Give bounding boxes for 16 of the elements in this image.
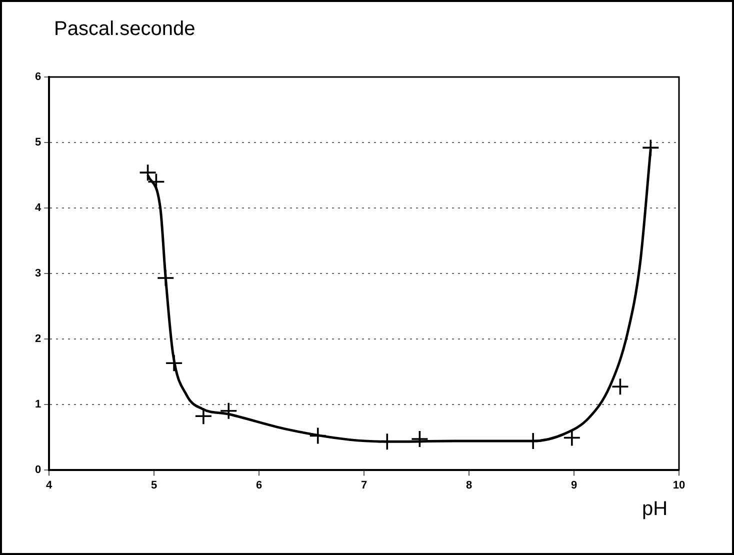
y-axis-title: Pascal.seconde [54,18,196,41]
y-tick-label: 6 [34,71,42,84]
x-tick-label: 4 [46,479,54,492]
x-axis-title: pH [642,498,668,521]
y-tick-label: 0 [34,464,42,476]
y-tick-label: 3 [34,267,42,280]
x-tick-label: 5 [151,479,158,492]
x-tick-label: 9 [570,479,578,492]
x-tick-label: 10 [672,479,686,492]
x-tick-label: 8 [466,479,472,492]
y-tick-label: 5 [34,136,42,148]
x-tick-label: 6 [256,479,262,492]
x-tick-label: 7 [360,479,368,492]
y-tick-label: 4 [34,202,42,214]
y-tick-label: 1 [34,398,42,410]
y-tick-label: 2 [34,332,42,345]
